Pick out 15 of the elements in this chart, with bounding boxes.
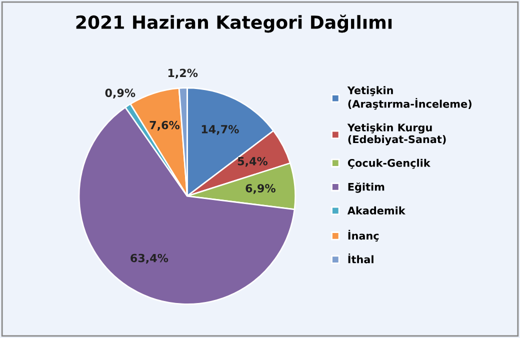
legend-label: İthal bbox=[348, 254, 374, 264]
data-label: 63,4% bbox=[130, 254, 168, 264]
data-label: 1,2% bbox=[168, 68, 198, 79]
data-label: 7,6% bbox=[150, 120, 180, 131]
data-label: 14,7% bbox=[202, 125, 239, 135]
data-label: 6,9% bbox=[246, 184, 276, 194]
legend-label: Akademik bbox=[347, 206, 406, 214]
chart-title: 2021 Haziran Kategori Dağılımı bbox=[76, 14, 392, 33]
legend-label: Yetişkin (Araştırma-İnceleme) bbox=[347, 86, 472, 110]
legend-label: İnanç bbox=[348, 230, 379, 242]
data-label: 5,4% bbox=[238, 156, 268, 167]
legend-label: Yetişkin Kurgu (Edebiyat-Sanat) bbox=[347, 123, 446, 146]
legend-label: Çocuk-Gençlik bbox=[348, 158, 431, 169]
data-label: 0,9% bbox=[105, 88, 136, 98]
legend-label: Eğitim bbox=[348, 182, 384, 193]
